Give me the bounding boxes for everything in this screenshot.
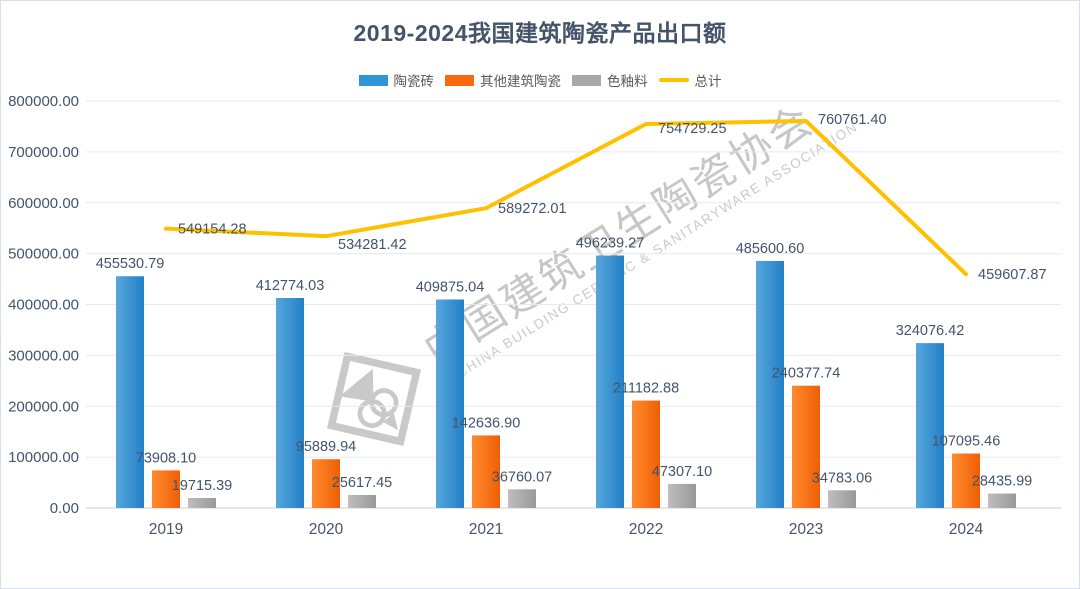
bar-value-label: 496239.27 [576,236,645,252]
legend-swatch-icon [445,74,474,86]
bar-value-label: 142636.90 [452,415,521,431]
total-line [164,118,968,277]
bar-陶瓷砖-2020 [276,298,304,508]
bar-value-label: 19715.39 [172,478,232,494]
y-tick-label: 800000.00 [8,93,79,110]
bar-value-label: 73908.10 [136,450,196,466]
total-value-label: 754729.25 [658,121,727,137]
bar-value-label: 47307.10 [652,464,712,480]
y-tick-label: 200000.00 [8,398,79,415]
y-tick-label: 500000.00 [8,246,79,263]
total-value-label: 549154.28 [178,222,247,238]
legend-swatch-icon [358,74,388,86]
y-tick-label: 0.00 [50,500,79,517]
bar-色釉料-2021 [508,489,536,508]
bar-value-label: 240377.74 [772,366,841,382]
bar-其他建筑陶瓷-2024 [952,453,980,508]
total-value-label: 760761.40 [818,112,887,128]
x-axis-label-2023: 2023 [789,521,823,538]
bar-色釉料-2022 [668,483,696,508]
legend-item-2: 色釉料 [572,70,648,90]
bar-value-label: 107095.46 [932,434,1001,450]
y-tick-label: 600000.00 [8,195,79,212]
total-value-label: 589272.01 [498,201,567,217]
y-tick-label: 300000.00 [8,347,79,364]
bar-value-label: 25617.45 [332,475,392,491]
chart-title: 2019-2024我国建筑陶瓷产品出口额 [353,20,727,46]
legend-item-3: 总计 [658,70,722,90]
y-tick-label: 400000.00 [8,297,79,314]
bar-value-label: 28435.99 [972,474,1032,490]
bar-陶瓷砖-2019 [116,276,144,508]
bar-value-label: 211182.88 [613,381,679,397]
x-axis-label-2022: 2022 [629,521,663,538]
total-value-label: 459607.87 [978,267,1047,283]
bar-其他建筑陶瓷-2019 [152,470,180,508]
bar-其他建筑陶瓷-2022 [632,400,660,508]
legend-swatch-icon [658,78,689,82]
chart-legend: 陶瓷砖 其他建筑陶瓷 色釉料 总计 [1,70,1079,90]
bar-陶瓷砖-2022 [596,255,624,508]
y-tick-label: 100000.00 [8,449,79,466]
bar-色釉料-2024 [988,493,1016,508]
bar-其他建筑陶瓷-2021 [472,435,500,508]
legend-item-1: 其他建筑陶瓷 [445,70,561,90]
bar-色釉料-2023 [828,490,856,508]
x-axis-label-2020: 2020 [309,521,344,538]
bar-value-label: 412774.03 [256,278,325,294]
bar-value-label: 34783.06 [812,470,872,486]
bar-其他建筑陶瓷-2020 [312,459,340,508]
bar-陶瓷砖-2023 [756,260,784,508]
bar-陶瓷砖-2021 [436,299,464,508]
x-axis-label-2019: 2019 [149,521,183,538]
x-axis-label-2021: 2021 [469,521,503,538]
bar-value-label: 324076.42 [896,323,965,339]
legend-label: 陶瓷砖 [393,74,435,89]
legend-label: 色釉料 [607,74,648,89]
total-value-label: 534281.42 [338,237,407,253]
y-tick-label: 700000.00 [8,144,79,161]
bar-色釉料-2020 [348,494,376,508]
bar-色釉料-2019 [188,497,216,508]
legend-label: 其他建筑陶瓷 [480,74,561,89]
legend-label: 总计 [694,74,722,89]
x-axis-label-2024: 2024 [949,521,984,538]
bar-value-label: 455530.79 [96,256,165,272]
bar-value-label: 95889.94 [296,439,356,455]
bar-陶瓷砖-2024 [916,343,944,508]
legend-swatch-icon [572,74,601,86]
bar-value-label: 485600.60 [736,241,805,257]
bar-value-label: 36760.07 [492,469,552,485]
bar-其他建筑陶瓷-2023 [792,385,820,508]
bar-value-label: 409875.04 [416,279,485,295]
legend-item-0: 陶瓷砖 [358,70,435,90]
